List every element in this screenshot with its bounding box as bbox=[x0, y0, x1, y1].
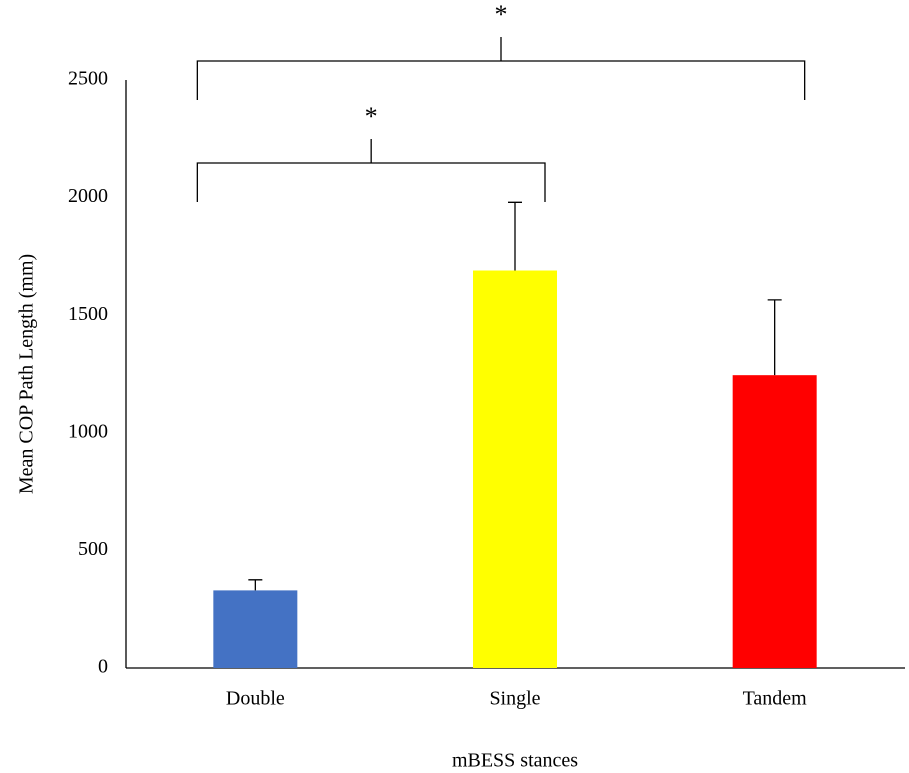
y-tick-label: 2000 bbox=[68, 185, 108, 207]
significance-label: * bbox=[365, 102, 378, 131]
significance-bracket bbox=[196, 139, 546, 202]
x-axis-title: mBESS stances bbox=[452, 750, 578, 772]
x-tick-label: Tandem bbox=[743, 688, 808, 710]
x-tick-label: Double bbox=[226, 688, 285, 710]
y-tick-label: 0 bbox=[98, 656, 108, 678]
significance-label: * bbox=[495, 0, 508, 29]
error-bar bbox=[767, 299, 782, 376]
error-bar bbox=[508, 201, 522, 271]
y-tick-label: 2500 bbox=[68, 68, 108, 90]
bar bbox=[732, 375, 817, 668]
y-tick-label: 1500 bbox=[68, 303, 108, 325]
error-bar bbox=[248, 579, 263, 591]
x-tick-label: Single bbox=[489, 688, 540, 710]
significance-bracket bbox=[196, 37, 806, 100]
y-tick-label: 1000 bbox=[68, 420, 108, 442]
y-axis-title: Mean COP Path Length (mm) bbox=[16, 254, 38, 494]
bar bbox=[473, 270, 557, 668]
y-tick-label: 500 bbox=[78, 538, 108, 560]
bar bbox=[213, 590, 298, 668]
